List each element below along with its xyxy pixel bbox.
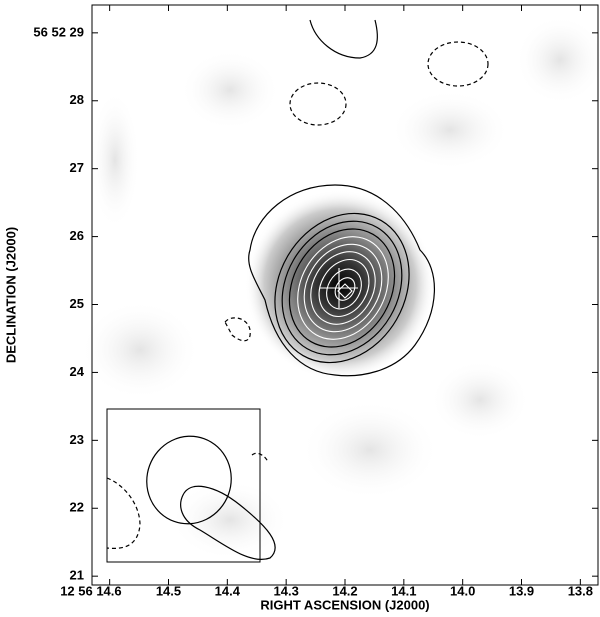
x-tick-label: 14.4 — [215, 583, 241, 598]
x-tick-label: 14.5 — [156, 583, 181, 598]
x-tick-label: 14.3 — [274, 583, 299, 598]
y-tick-label: 27 — [70, 160, 84, 175]
x-tick-label: 13.8 — [568, 583, 593, 598]
y-tick-label: 25 — [70, 296, 84, 311]
y-axis-label: DECLINATION (J2000) — [3, 227, 18, 363]
x-axis-label: RIGHT ASCENSION (J2000) — [260, 597, 429, 612]
x-tick-label: 14.0 — [450, 583, 475, 598]
contours — [224, 19, 489, 463]
y-tick-label: 28 — [70, 92, 84, 107]
x-tick-label: 12 56 14.6 — [60, 583, 121, 598]
y-tick-label: 26 — [70, 228, 84, 243]
x-tick-label: 14.1 — [391, 583, 416, 598]
beam-inset — [106, 408, 276, 563]
y-tick-label: 22 — [70, 500, 84, 515]
y-tick-label: 21 — [70, 568, 84, 583]
y-tick-label: 23 — [70, 432, 84, 447]
y-tick-label: 56 52 29 — [33, 24, 84, 39]
x-tick-label: 13.9 — [509, 583, 534, 598]
y-tick-label: 24 — [70, 364, 85, 379]
x-tick-label: 14.2 — [332, 583, 357, 598]
